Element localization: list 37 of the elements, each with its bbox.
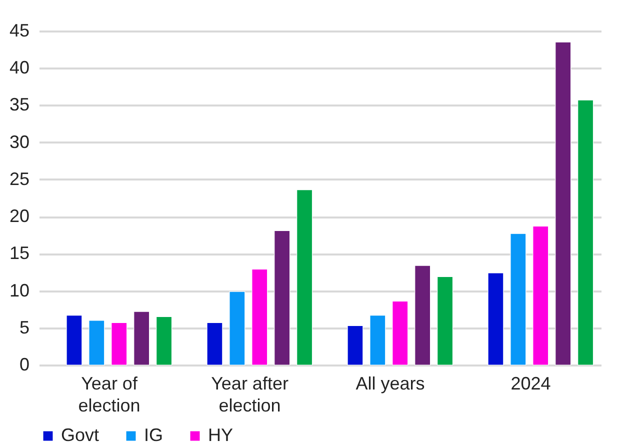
legend-label: Govt bbox=[61, 425, 100, 445]
bar bbox=[510, 233, 526, 366]
x-tick-label: Year after election bbox=[211, 374, 288, 416]
x-tick-label: 2024 bbox=[510, 374, 551, 394]
bar bbox=[156, 316, 172, 366]
x-tick-label: Year of election bbox=[78, 374, 140, 416]
bar bbox=[532, 226, 549, 366]
bar bbox=[88, 320, 105, 366]
y-tick-label: 5 bbox=[19, 317, 30, 338]
bar bbox=[555, 42, 572, 366]
bar bbox=[296, 190, 313, 366]
bar bbox=[578, 100, 594, 366]
y-tick-label: 45 bbox=[9, 20, 30, 40]
bar bbox=[370, 314, 386, 366]
bar bbox=[66, 314, 82, 366]
bar bbox=[488, 272, 504, 366]
bar bbox=[414, 265, 431, 366]
bar bbox=[229, 291, 246, 366]
y-tick-label: 35 bbox=[9, 94, 30, 115]
bar bbox=[437, 276, 454, 366]
x-tick-label: All years bbox=[356, 374, 425, 394]
bar bbox=[206, 322, 223, 366]
y-tick-label: 25 bbox=[9, 168, 30, 189]
legend-label: HY bbox=[208, 425, 234, 445]
y-tick-label: 15 bbox=[9, 243, 30, 264]
y-tick-label: 10 bbox=[9, 280, 30, 300]
bar bbox=[392, 300, 408, 366]
y-tick-label: 20 bbox=[9, 206, 30, 226]
y-tick-label: 0 bbox=[19, 354, 30, 374]
bar bbox=[347, 325, 364, 366]
bar bbox=[134, 311, 150, 366]
y-tick-label: 40 bbox=[9, 58, 30, 78]
bar bbox=[111, 322, 128, 366]
legend-label: IG bbox=[144, 425, 164, 445]
bar bbox=[252, 268, 268, 366]
y-tick-label: 30 bbox=[9, 132, 30, 152]
bar bbox=[274, 230, 290, 366]
